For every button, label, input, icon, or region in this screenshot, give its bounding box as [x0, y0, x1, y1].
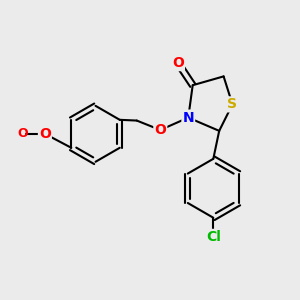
- Text: O: O: [154, 123, 166, 137]
- Text: Cl: Cl: [206, 230, 221, 244]
- Text: O: O: [18, 127, 28, 140]
- Text: S: S: [227, 98, 237, 111]
- Text: N: N: [182, 111, 194, 124]
- Text: O: O: [172, 56, 184, 70]
- Text: O: O: [39, 127, 51, 141]
